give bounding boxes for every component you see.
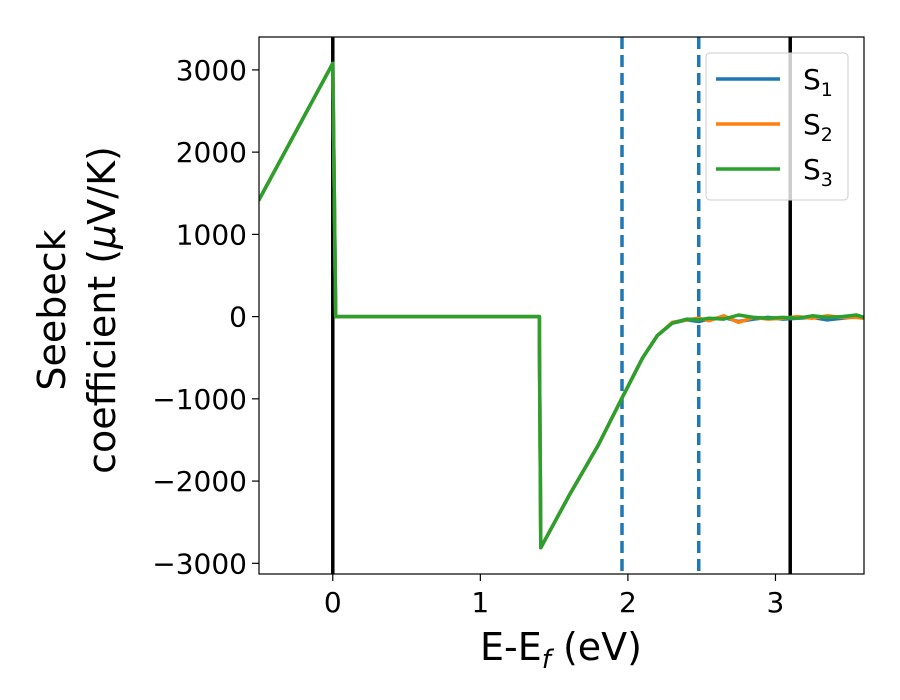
series-line-S3	[259, 61, 864, 550]
y-axis-label-line1: Seebeck	[30, 229, 74, 390]
x-axis-label: E-Ef (eV)	[480, 625, 642, 675]
legend: S1 S2 S3	[705, 52, 849, 201]
y-tick-label: −1000	[152, 383, 247, 416]
y-tick-label: 0	[229, 301, 247, 334]
legend-entries: S1 S2 S3	[716, 63, 833, 191]
legend-label-S1: S1	[803, 63, 833, 101]
y-axis-ticks: −3000 −2000 −1000 0 1000 2000 3000	[152, 54, 259, 580]
series-layer	[259, 61, 864, 550]
y-tick-label: −2000	[152, 465, 247, 498]
y-tick-label: −3000	[152, 547, 247, 580]
y-tick-label: 2000	[176, 136, 247, 169]
x-tick-label: 0	[324, 586, 342, 619]
legend-frame	[705, 52, 849, 201]
x-tick-label: 2	[619, 586, 637, 619]
x-tick-label: 3	[767, 586, 785, 619]
legend-label-S2: S2	[803, 108, 833, 146]
y-axis-label: Seebeck coefficient (μV/K)	[30, 146, 124, 474]
y-tick-label: 1000	[176, 218, 247, 251]
x-tick-label: 1	[471, 586, 489, 619]
y-axis-label-line2: coefficient (μV/K)	[80, 146, 124, 474]
x-axis-ticks: 0 1 2 3	[324, 574, 785, 619]
plot-frame	[258, 36, 865, 575]
y-tick-label: 3000	[176, 54, 247, 87]
legend-label-S3: S3	[803, 153, 833, 191]
